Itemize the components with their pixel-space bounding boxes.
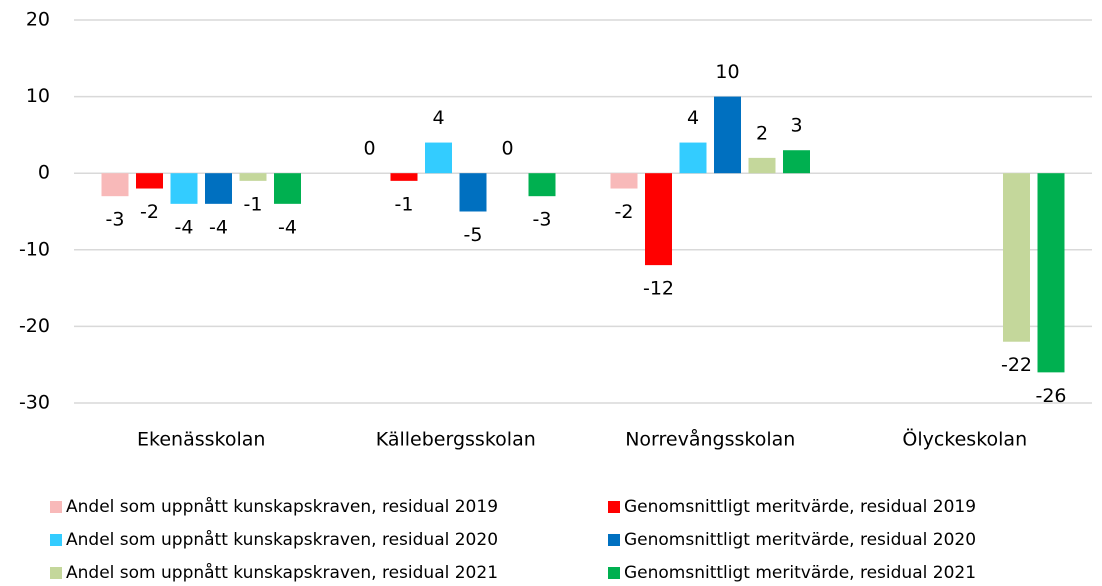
data-label: -4 <box>278 216 297 238</box>
data-label: -3 <box>106 209 125 231</box>
y-tick-label: -30 <box>19 392 50 414</box>
bar <box>425 142 452 174</box>
bar <box>783 150 810 174</box>
legend-swatch <box>50 501 62 513</box>
bar <box>610 173 638 189</box>
bar <box>1003 173 1030 342</box>
data-label: -12 <box>643 278 674 300</box>
data-label: -3 <box>533 209 552 231</box>
legend-swatch <box>608 534 620 546</box>
data-label: 2 <box>756 122 768 144</box>
bar <box>101 173 129 197</box>
bar <box>459 173 487 212</box>
y-tick-label: -10 <box>19 238 50 260</box>
y-tick-label: 10 <box>26 85 50 107</box>
bar <box>170 173 198 204</box>
legend-swatch <box>50 567 62 579</box>
data-label: -1 <box>395 193 414 215</box>
data-label: -1 <box>244 193 263 215</box>
bar <box>274 173 301 204</box>
legend-swatch <box>608 567 620 579</box>
bar <box>714 96 741 174</box>
y-tick-label: 20 <box>26 9 50 31</box>
legend-label: Genomsnittligt meritvärde, residual 2019 <box>624 497 976 517</box>
y-tick-label: -20 <box>19 315 50 337</box>
data-label: 4 <box>687 107 699 129</box>
legend-label: Andel som uppnått kunskapskraven, residu… <box>66 496 498 517</box>
legend-label: Andel som uppnått kunskapskraven, residu… <box>66 529 498 550</box>
bar <box>205 173 232 204</box>
data-label: 0 <box>501 138 513 160</box>
data-label: -26 <box>1035 385 1066 407</box>
x-tick-label: Ekenässkolan <box>137 429 265 451</box>
bar <box>390 173 418 181</box>
bar <box>1037 173 1065 373</box>
data-label: -22 <box>1001 354 1032 376</box>
x-tick-label: Ölyckeskolan <box>902 428 1027 451</box>
data-label: 10 <box>715 61 739 83</box>
data-label: -5 <box>464 224 483 246</box>
data-label: 3 <box>790 115 802 137</box>
legend-label: Genomsnittligt meritvärde, residual 2020 <box>624 530 976 550</box>
data-label: -4 <box>209 216 228 238</box>
data-label: -2 <box>140 201 159 223</box>
legend-label: Genomsnittligt meritvärde, residual 2021 <box>624 563 976 583</box>
bar <box>239 173 267 181</box>
data-label: 0 <box>363 138 375 160</box>
legend-swatch <box>50 534 62 546</box>
bar <box>528 173 556 197</box>
x-tick-label: Källebergsskolan <box>376 429 536 451</box>
bar <box>136 173 163 189</box>
data-label: -2 <box>615 201 634 223</box>
bar <box>679 142 707 174</box>
bar <box>645 173 672 266</box>
data-label: 4 <box>432 107 444 129</box>
x-tick-label: Norrevångsskolan <box>625 428 795 451</box>
data-label: -4 <box>175 216 194 238</box>
bar <box>748 157 776 174</box>
legend-swatch <box>608 501 620 513</box>
y-tick-label: 0 <box>38 162 50 184</box>
legend-label: Andel som uppnått kunskapskraven, residu… <box>66 562 498 583</box>
